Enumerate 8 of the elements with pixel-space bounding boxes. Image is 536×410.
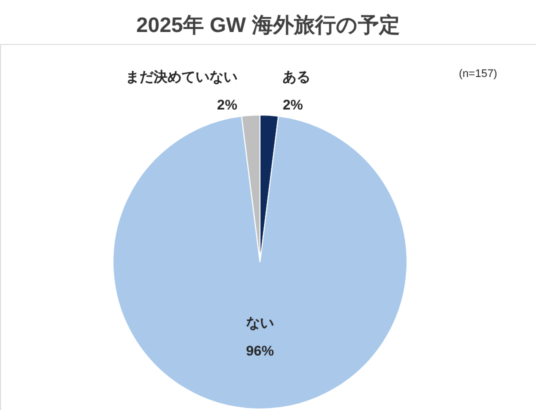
- chart-title: 2025年 GW 海外旅行の予定: [136, 13, 400, 37]
- slice-label: まだ決めていない: [125, 68, 238, 84]
- data-label: 96%: [246, 342, 275, 359]
- slice-label: ある: [282, 68, 311, 84]
- data-label: 2%: [217, 96, 238, 112]
- text: (n=157): [458, 68, 498, 80]
- data-label: 2%: [282, 96, 304, 112]
- slice-label: ない: [246, 314, 274, 331]
